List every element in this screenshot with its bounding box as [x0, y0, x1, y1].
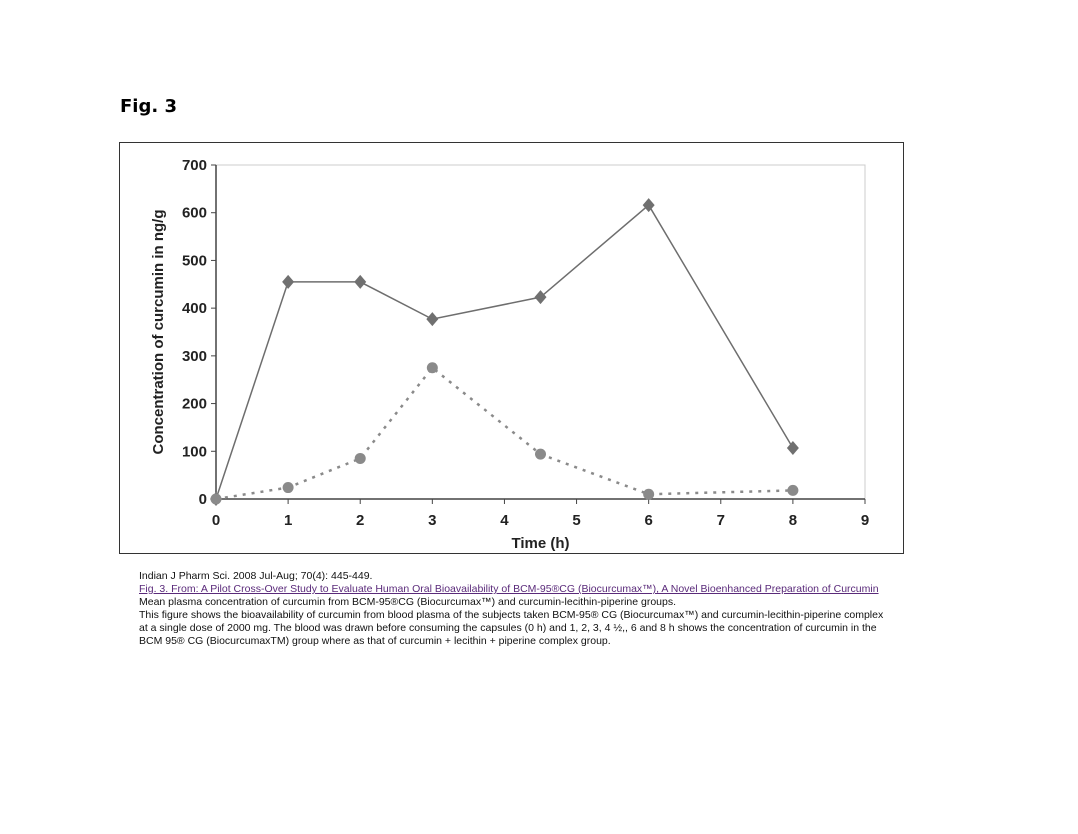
- series-1-point: [282, 274, 295, 289]
- x-tick-label: 9: [861, 512, 869, 529]
- x-tick-label: 5: [572, 512, 580, 529]
- y-tick-label: 300: [182, 348, 207, 365]
- series-1-line: [215, 203, 794, 500]
- x-tick-label: 7: [717, 512, 725, 529]
- x-tick-label: 4: [500, 512, 509, 529]
- series-2-point: [282, 482, 294, 494]
- series-2-point: [535, 448, 546, 460]
- series-1-point: [426, 312, 439, 327]
- article-link[interactable]: Fig. 3. From: A Pilot Cross-Over Study t…: [139, 583, 879, 595]
- y-tick-label: 700: [182, 157, 207, 174]
- x-tick-label: 8: [789, 512, 797, 529]
- citation: Indian J Pharm Sci. 2008 Jul-Aug; 70(4):…: [139, 570, 373, 582]
- figure-caption: Indian J Pharm Sci. 2008 Jul-Aug; 70(4):…: [139, 570, 884, 648]
- series-1-point: [534, 290, 547, 305]
- y-axis-label: Concentration of curcumin in ng/g: [150, 210, 167, 455]
- x-tick-label: 2: [356, 512, 364, 529]
- series-1-point: [786, 440, 799, 455]
- series-2-point: [643, 488, 655, 500]
- x-tick-label: 1: [284, 512, 292, 529]
- x-axis-label: Time (h): [511, 535, 569, 552]
- figure-label: Fig. 3: [120, 96, 177, 117]
- caption-body: This figure shows the bioavailability of…: [139, 609, 884, 647]
- y-tick-label: 200: [182, 396, 207, 413]
- series-1-point: [354, 274, 367, 289]
- series-2-line: [215, 366, 793, 501]
- x-tick-label: 3: [428, 512, 436, 529]
- line-chart: 0 100 200 300 400 500 600 700 0 1 2 3 4 5 6 7 8 9 Time (h)…: [150, 157, 869, 552]
- y-tick-label: 500: [182, 252, 207, 269]
- series-2-point: [354, 452, 366, 464]
- y-tick-label: 0: [199, 491, 207, 508]
- y-tick-label: 100: [182, 443, 207, 460]
- series-2-point: [210, 493, 222, 505]
- series-1-point: [642, 198, 655, 213]
- series-2-point: [787, 484, 799, 496]
- x-tick-label: 0: [212, 512, 220, 529]
- y-tick-label: 400: [182, 300, 207, 317]
- chart-frame: 0 100 200 300 400 500 600 700 0 1 2 3 4 5 6 7 8 9 Time (h)…: [119, 142, 904, 554]
- caption-summary: Mean plasma concentration of curcumin fr…: [139, 596, 677, 608]
- y-tick-label: 600: [182, 205, 207, 222]
- x-tick-label: 6: [644, 512, 652, 529]
- series-2-point: [426, 362, 438, 374]
